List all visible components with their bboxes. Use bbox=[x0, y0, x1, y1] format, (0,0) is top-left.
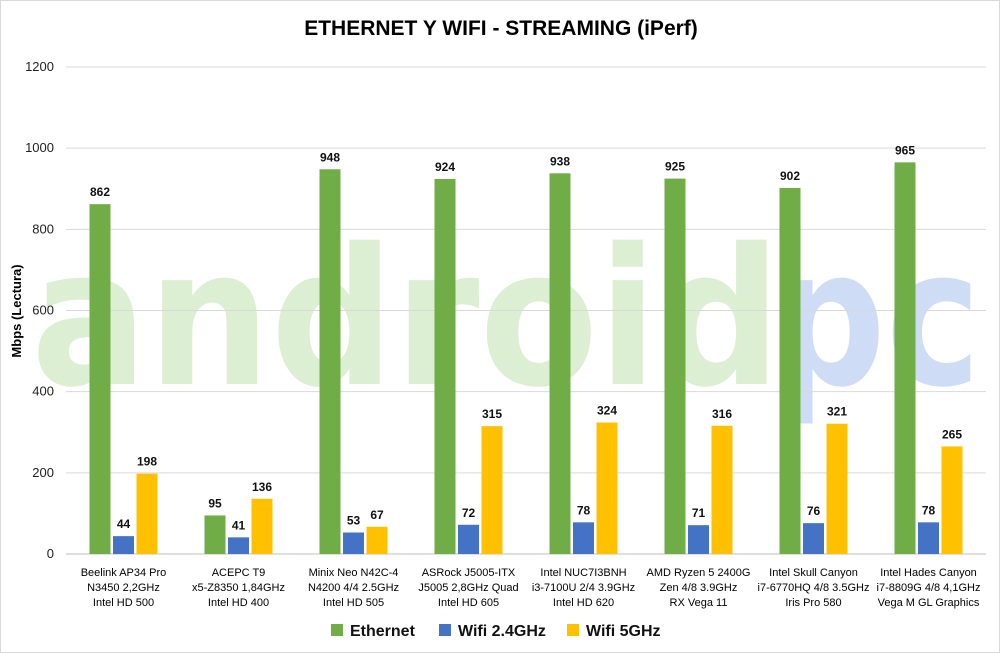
data-label: 76 bbox=[807, 504, 821, 518]
bar-wifi-5ghz bbox=[941, 446, 963, 554]
bar-ethernet bbox=[664, 178, 686, 554]
bar-wifi-5ghz bbox=[481, 426, 503, 554]
y-axis-label: Mbps (Lectura) bbox=[9, 264, 24, 357]
data-label: 965 bbox=[895, 143, 915, 157]
data-label: 41 bbox=[232, 518, 246, 532]
data-label: 862 bbox=[90, 185, 110, 199]
category-label: Intel HD 620 bbox=[553, 597, 614, 609]
y-tick-label: 1200 bbox=[25, 59, 54, 74]
category-label: i3-7100U 2/4 3.9GHz bbox=[532, 582, 635, 594]
category-label: Iris Pro 580 bbox=[785, 597, 841, 609]
bar-wifi-5ghz bbox=[366, 526, 388, 554]
category-label: Intel NUC7I3BNH bbox=[540, 567, 626, 579]
data-label: 78 bbox=[577, 503, 591, 517]
bar-wifi-5ghz bbox=[596, 422, 618, 554]
data-label: 67 bbox=[370, 508, 384, 522]
category-label: i7-8809G 4/8 4,1GHz bbox=[877, 582, 981, 594]
category-label: N3450 2,2GHz bbox=[87, 582, 160, 594]
legend-label: Ethernet bbox=[350, 623, 416, 640]
bar-wifi-2-4ghz bbox=[688, 525, 709, 554]
data-label: 925 bbox=[665, 160, 685, 174]
data-label: 924 bbox=[435, 160, 455, 174]
category-label: x5-Z8350 1,84GHz bbox=[192, 582, 285, 594]
legend-swatch bbox=[567, 624, 579, 636]
category-label: Minix Neo N42C-4 bbox=[309, 567, 399, 579]
legend: Ethernet Wifi 2.4GHz Wifi 5GHz bbox=[331, 623, 661, 640]
legend-label: Wifi 5GHz bbox=[586, 623, 661, 640]
category-label: Intel HD 500 bbox=[93, 597, 154, 609]
data-label: 72 bbox=[462, 506, 476, 520]
y-tick-label: 600 bbox=[32, 303, 54, 318]
y-tick-label: 800 bbox=[32, 221, 54, 236]
category-label: i7-6770HQ 4/8 3.5GHz bbox=[758, 582, 870, 594]
data-label: 938 bbox=[550, 154, 570, 168]
data-label: 78 bbox=[922, 503, 936, 517]
bar-wifi-2-4ghz bbox=[458, 524, 479, 554]
category-label: Intel HD 605 bbox=[438, 597, 499, 609]
bar-wifi-5ghz bbox=[826, 423, 848, 554]
bar-wifi-2-4ghz bbox=[918, 522, 939, 554]
category-labels: Beelink AP34 Pro N3450 2,2GHz Intel HD 500… bbox=[81, 567, 981, 609]
bar-ethernet bbox=[549, 173, 571, 554]
bar-wifi-2-4ghz bbox=[113, 536, 134, 554]
category-label: Zen 4/8 3.9GHz bbox=[660, 582, 738, 594]
category-label: Beelink AP34 Pro bbox=[81, 567, 167, 579]
bar-ethernet bbox=[319, 169, 341, 554]
bar-wifi-5ghz bbox=[251, 498, 273, 554]
bar-ethernet bbox=[779, 187, 801, 554]
y-tick-label: 200 bbox=[32, 465, 54, 480]
bar-ethernet bbox=[434, 179, 456, 554]
data-label: 948 bbox=[320, 150, 340, 164]
category-label: Intel Hades Canyon bbox=[880, 567, 977, 579]
bar-wifi-2-4ghz bbox=[573, 522, 594, 554]
category-label: ASRock J5005-ITX bbox=[422, 567, 516, 579]
y-tick-label: 0 bbox=[47, 546, 54, 561]
chart-title: ETHERNET Y WIFI - STREAMING (iPerf) bbox=[304, 17, 698, 40]
bar-ethernet bbox=[204, 515, 226, 554]
legend-swatch bbox=[331, 624, 343, 636]
value-labels: 862 44 198 95 41 136 948 53 67 924 72 315 938 78 324 92… bbox=[90, 143, 962, 532]
bar-wifi-2-4ghz bbox=[228, 537, 249, 554]
data-label: 265 bbox=[942, 427, 962, 441]
category-label: Intel HD 505 bbox=[323, 597, 384, 609]
data-label: 324 bbox=[597, 404, 617, 418]
data-label: 44 bbox=[117, 517, 131, 531]
category-label: Intel HD 400 bbox=[208, 597, 269, 609]
data-label: 136 bbox=[252, 480, 272, 494]
data-label: 316 bbox=[712, 407, 732, 421]
category-label: AMD Ryzen 5 2400G bbox=[647, 567, 751, 579]
category-label: J5005 2,8GHz Quad bbox=[418, 582, 518, 594]
data-label: 321 bbox=[827, 405, 847, 419]
data-label: 71 bbox=[692, 506, 706, 520]
bar-wifi-2-4ghz bbox=[343, 532, 364, 554]
category-label: N4200 4/4 2.5GHz bbox=[308, 582, 399, 594]
data-label: 198 bbox=[137, 455, 157, 469]
legend-label: Wifi 2.4GHz bbox=[458, 623, 546, 640]
bar-wifi-5ghz bbox=[136, 473, 158, 554]
category-label: Intel Skull Canyon bbox=[769, 567, 858, 579]
data-label: 902 bbox=[780, 169, 800, 183]
y-tick-label: 400 bbox=[32, 384, 54, 399]
data-label: 53 bbox=[347, 513, 361, 527]
legend-swatch bbox=[439, 624, 451, 636]
category-label: ACEPC T9 bbox=[212, 567, 266, 579]
watermark: android pc bbox=[31, 208, 981, 429]
data-label: 315 bbox=[482, 407, 502, 421]
bar-ethernet bbox=[89, 204, 111, 554]
y-ticks: 0 200 400 600 800 1000 1200 bbox=[25, 59, 54, 561]
category-label: Vega M GL Graphics bbox=[878, 597, 980, 609]
category-label: RX Vega 11 bbox=[670, 597, 728, 609]
watermark-pc: pc bbox=[771, 208, 981, 429]
data-label: 95 bbox=[208, 496, 222, 510]
grid bbox=[66, 66, 986, 555]
bar-wifi-5ghz bbox=[711, 425, 733, 554]
y-tick-label: 1000 bbox=[25, 140, 54, 155]
bar-wifi-2-4ghz bbox=[803, 523, 824, 554]
bar-ethernet bbox=[894, 162, 916, 554]
bars bbox=[89, 162, 963, 554]
